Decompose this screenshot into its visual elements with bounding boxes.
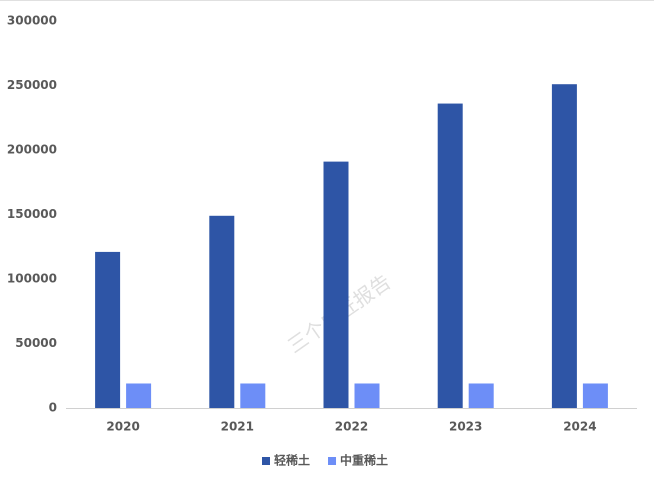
y-tick-label: 50000 xyxy=(15,336,57,350)
bar xyxy=(354,383,380,408)
x-tick-label: 2020 xyxy=(106,420,139,434)
x-tick-label: 2023 xyxy=(449,420,482,434)
x-tick-label: 2024 xyxy=(563,420,596,434)
bar xyxy=(551,84,577,409)
bar xyxy=(582,383,608,408)
legend-swatch xyxy=(328,457,337,465)
legend-label: 中重稀土 xyxy=(340,453,388,468)
y-tick-label: 0 xyxy=(49,401,57,415)
bar xyxy=(468,383,494,408)
y-tick-label: 100000 xyxy=(7,272,57,286)
bar xyxy=(126,383,152,408)
legend-swatch xyxy=(262,457,270,465)
x-tick-label: 2022 xyxy=(335,420,368,434)
bar xyxy=(240,383,266,408)
legend-label: 轻稀土 xyxy=(274,453,310,468)
y-tick-label: 300000 xyxy=(7,14,57,28)
x-tick-label: 2021 xyxy=(221,420,254,434)
bar xyxy=(209,215,235,408)
bar xyxy=(437,103,463,408)
y-tick-label: 150000 xyxy=(7,207,57,221)
bar xyxy=(95,251,121,408)
y-tick-label: 200000 xyxy=(7,143,57,157)
y-tick-label: 250000 xyxy=(7,78,57,92)
bar xyxy=(323,161,349,408)
